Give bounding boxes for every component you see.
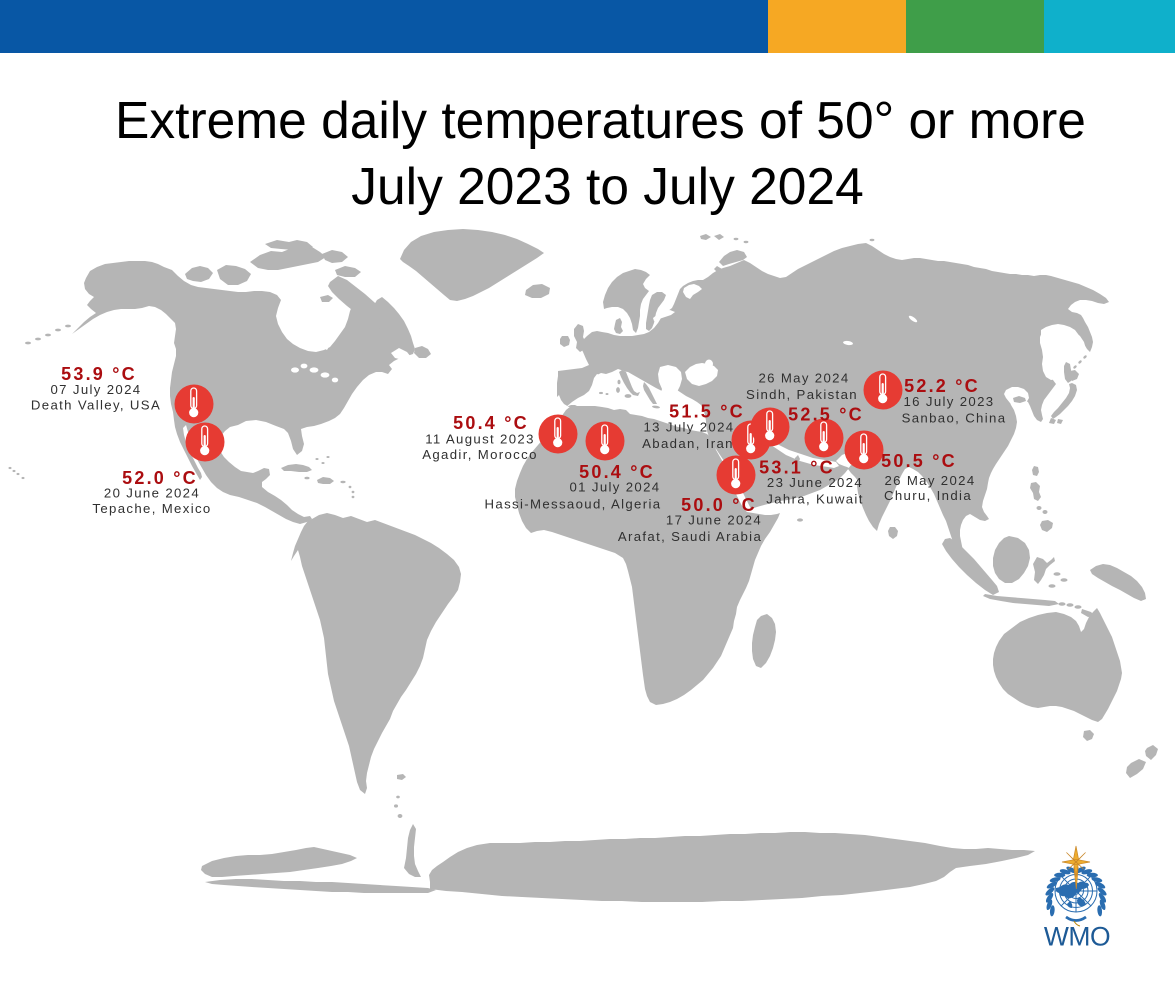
svg-text:07 July 2024: 07 July 2024 [51, 382, 142, 397]
svg-text:53.1 °C: 53.1 °C [759, 458, 835, 478]
svg-text:WMO: WMO [1044, 922, 1110, 952]
svg-text:50.5 °C: 50.5 °C [881, 451, 957, 471]
svg-text:Hassi-Messaoud, Algeria: Hassi-Messaoud, Algeria [485, 497, 662, 512]
svg-text:53.9 °C: 53.9 °C [61, 364, 137, 384]
svg-text:50.4 °C: 50.4 °C [579, 462, 655, 482]
svg-text:23 June 2024: 23 June 2024 [767, 475, 863, 490]
svg-text:Sindh, Pakistan: Sindh, Pakistan [746, 387, 858, 402]
svg-text:Death Valley, USA: Death Valley, USA [31, 398, 161, 413]
svg-text:Tepache, Mexico: Tepache, Mexico [92, 501, 211, 516]
svg-text:11 August 2023: 11 August 2023 [425, 432, 535, 447]
svg-text:50.4 °C: 50.4 °C [453, 413, 529, 433]
svg-text:26 May 2024: 26 May 2024 [758, 371, 849, 386]
svg-text:Arafat, Saudi Arabia: Arafat, Saudi Arabia [618, 529, 762, 544]
svg-text:17 June 2024: 17 June 2024 [666, 513, 762, 528]
svg-text:Agadir, Morocco: Agadir, Morocco [422, 447, 538, 462]
svg-text:20 June 2024: 20 June 2024 [104, 486, 200, 501]
svg-text:52.2 °C: 52.2 °C [904, 376, 980, 396]
svg-text:26 May 2024: 26 May 2024 [884, 473, 975, 488]
svg-text:Churu, India: Churu, India [884, 488, 972, 503]
svg-text:01 July 2024: 01 July 2024 [570, 480, 661, 495]
svg-text:13 July 2024: 13 July 2024 [644, 420, 735, 435]
svg-text:Sanbao, China: Sanbao, China [902, 411, 1007, 426]
svg-text:52.0 °C: 52.0 °C [122, 468, 198, 488]
svg-text:16 July 2023: 16 July 2023 [904, 394, 995, 409]
svg-text:Jahra, Kuwait: Jahra, Kuwait [766, 492, 863, 507]
svg-text:Abadan, Iran: Abadan, Iran [642, 436, 734, 451]
svg-text:52.5 °C: 52.5 °C [788, 405, 864, 425]
svg-text:50.0 °C: 50.0 °C [681, 495, 757, 515]
svg-text:51.5 °C: 51.5 °C [669, 402, 745, 422]
